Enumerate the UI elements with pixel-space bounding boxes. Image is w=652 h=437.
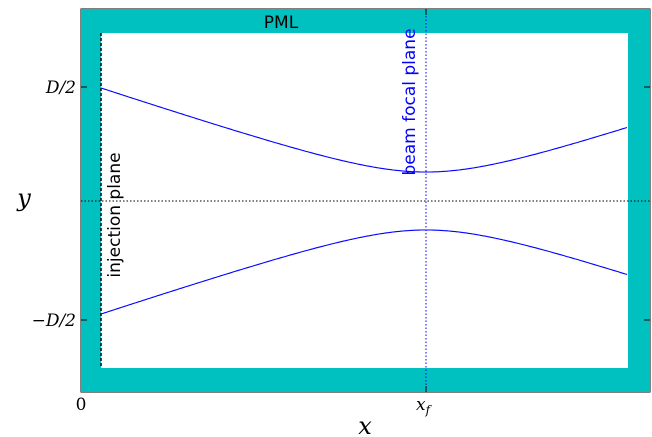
x-tick-zero: 0 [76, 395, 87, 415]
beam-envelope-upper [100, 87, 628, 173]
x-axis-label: x [358, 412, 372, 437]
x-tick-focus: xf [416, 395, 433, 417]
axis-ticks [81, 9, 650, 392]
y-tick-top: D/2 [45, 78, 76, 98]
pml-label: PML [264, 13, 299, 33]
beam-envelope-lower [100, 229, 628, 315]
y-tick-bottom: −D/2 [32, 311, 76, 331]
beam-focal-plane-label: beam focal plane [400, 28, 420, 175]
injection-plane-label: injection plane [105, 152, 125, 277]
y-axis-label: y [16, 184, 31, 212]
